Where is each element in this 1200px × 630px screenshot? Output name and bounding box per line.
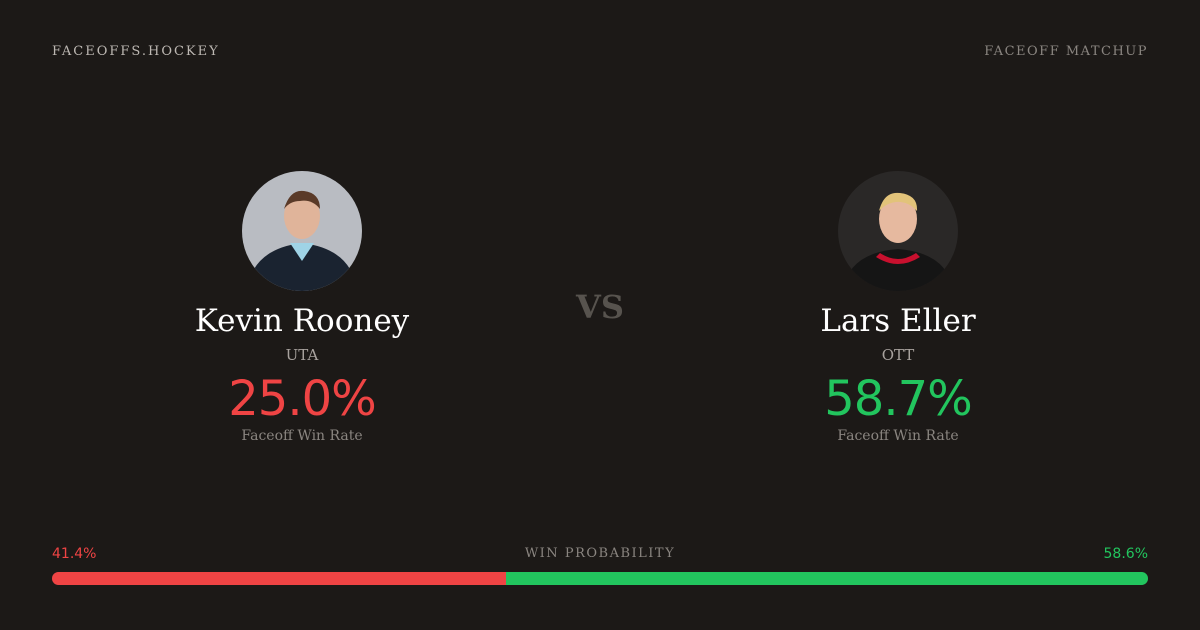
player-right: Lars Eller OTT 58.7% Faceoff Win Rate bbox=[698, 171, 1098, 445]
probability-bar bbox=[52, 572, 1148, 585]
avatar bbox=[242, 171, 362, 291]
player-team: OTT bbox=[881, 346, 915, 364]
win-rate-label: Faceoff Win Rate bbox=[241, 428, 363, 444]
versus: VS bbox=[576, 288, 624, 326]
bar-segment bbox=[505, 572, 1148, 585]
brand: FACEOFFS.HOCKEY bbox=[52, 44, 220, 59]
player-team: UTA bbox=[285, 346, 319, 364]
win-rate: 25.0% bbox=[228, 371, 376, 427]
probability-label: WIN PROBABILITY bbox=[524, 546, 676, 561]
player-left: Kevin Rooney UTA 25.0% Faceoff Win Rate bbox=[102, 171, 502, 445]
probability-left: 41.4% bbox=[52, 546, 97, 562]
probability-right: 58.6% bbox=[1103, 546, 1148, 562]
win-rate: 58.7% bbox=[824, 371, 972, 427]
player-name: Kevin Rooney bbox=[194, 303, 410, 339]
bar-segment bbox=[52, 572, 506, 585]
player-name: Lars Eller bbox=[820, 303, 976, 339]
avatar bbox=[838, 171, 958, 291]
card-kind: FACEOFF MATCHUP bbox=[984, 44, 1148, 59]
win-rate-label: Faceoff Win Rate bbox=[837, 428, 959, 444]
